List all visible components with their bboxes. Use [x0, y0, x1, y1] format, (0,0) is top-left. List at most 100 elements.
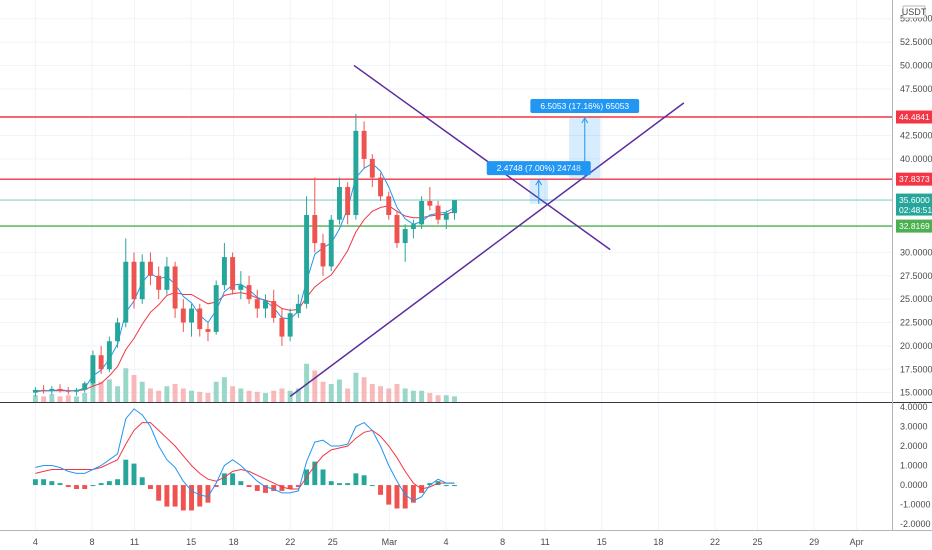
candle-body: [345, 186, 351, 216]
x-tick-label: 4: [33, 537, 38, 547]
macd-histogram-bar: [378, 485, 384, 495]
macd-histogram-bar: [147, 485, 153, 489]
x-tick-label: 11: [540, 537, 549, 547]
volume-bar: [189, 390, 194, 402]
macd-histogram-bar: [320, 469, 326, 486]
candle-body: [65, 390, 71, 392]
candle-body: [443, 213, 449, 220]
volume-bar: [74, 396, 79, 402]
volume-bar: [123, 368, 129, 402]
macd-histogram-bar: [106, 481, 112, 486]
volume-bar: [197, 391, 203, 402]
x-tick-label: 8: [500, 537, 505, 547]
volume-bar: [320, 381, 326, 402]
measure-label: 2.4748 (7.00%) 24748: [497, 163, 581, 173]
candle-body: [246, 285, 252, 300]
y-tick-label: 40.0000: [900, 154, 932, 164]
volume-bar: [402, 388, 408, 402]
price-tag-label: 37.8373: [899, 174, 930, 184]
volume-bar: [336, 379, 342, 402]
candle-body: [49, 388, 55, 391]
price-tag-label: 32.8169: [899, 221, 930, 231]
moving-average-fast-line: [35, 162, 455, 393]
volume-bar: [287, 390, 293, 402]
volume-bar: [221, 377, 227, 402]
macd-histogram-bar: [312, 461, 318, 486]
candle-body: [156, 275, 162, 290]
price-tag: [896, 172, 932, 186]
candle-body: [410, 224, 416, 230]
candle-body: [369, 158, 375, 178]
volume-bar: [32, 395, 38, 402]
macd-histogram-bar: [123, 459, 129, 486]
x-tick-label: 22: [285, 537, 295, 547]
macd-histogram-bar: [254, 485, 260, 491]
candle-body: [221, 257, 227, 286]
measure-arrow-head: [535, 179, 543, 186]
macd-line: [35, 408, 455, 502]
measure-label: 6.5053 (17.16%) 65053: [540, 101, 629, 111]
macd-y-tick-label: 0.0000: [900, 480, 928, 490]
volume-bar: [419, 390, 425, 402]
volume-bar: [353, 372, 359, 402]
price-tag: [896, 193, 932, 216]
volume-bar: [328, 384, 334, 402]
volume-bar: [41, 396, 47, 402]
candle-body: [189, 308, 194, 323]
macd-histogram-bar: [164, 485, 170, 507]
y-tick-label: 47.5000: [900, 84, 932, 94]
macd-histogram-bar: [336, 483, 342, 486]
volume-bar: [205, 393, 211, 402]
candle-body: [279, 317, 285, 337]
y-tick-label: 50.0000: [900, 60, 932, 70]
macd-histogram-bar: [369, 485, 375, 487]
candle-body: [312, 215, 318, 244]
price-tag: [896, 219, 932, 233]
macd-histogram-bar: [345, 483, 351, 486]
candle-body: [106, 341, 112, 370]
macd-histogram-bar: [131, 463, 137, 486]
macd-histogram-bar: [65, 485, 71, 488]
candle-body: [41, 389, 47, 391]
measure-label-box: [486, 161, 591, 176]
macd-histogram-bar: [402, 485, 408, 509]
macd-histogram-bar: [443, 485, 449, 487]
candle-body: [336, 186, 342, 220]
y-tick-label: 55.0000: [900, 14, 932, 24]
macd-histogram-bar: [221, 473, 227, 486]
volume-bar: [57, 396, 63, 402]
candle-body: [287, 313, 293, 337]
candle-body: [394, 215, 400, 244]
trendline: [353, 64, 611, 251]
volume-bar: [452, 396, 457, 402]
volume-bar: [443, 395, 449, 402]
y-tick-label: 25.0000: [900, 294, 932, 304]
volume-bar: [394, 384, 400, 402]
price-tag: [896, 110, 932, 124]
macd-y-tick-label: 4.0000: [900, 402, 928, 412]
macd-y-tick-label: -2.0000: [900, 519, 931, 529]
macd-y-tick-label: 3.0000: [900, 421, 928, 431]
volume-bar: [254, 391, 260, 402]
candle-body: [238, 285, 244, 290]
candle-body: [197, 308, 203, 330]
volume-bar: [361, 377, 367, 402]
candle-body: [435, 205, 441, 220]
macd-histogram-bar: [213, 485, 219, 488]
macd-histogram-bar: [279, 485, 285, 491]
currency-box: [902, 5, 926, 19]
x-tick-label: 8: [90, 537, 95, 547]
volume-bar: [435, 395, 441, 402]
macd-histogram-bar: [353, 473, 359, 486]
candle-body: [402, 229, 408, 244]
y-tick-label: 20.0000: [900, 341, 932, 351]
candle-body: [139, 261, 145, 300]
macd-histogram-bar: [271, 485, 277, 491]
volume-bar: [369, 384, 375, 402]
y-tick-label: 22.5000: [900, 318, 932, 328]
candle-body: [98, 355, 104, 370]
y-tick-label: 52.5000: [900, 37, 932, 47]
volume-bar: [98, 381, 104, 402]
